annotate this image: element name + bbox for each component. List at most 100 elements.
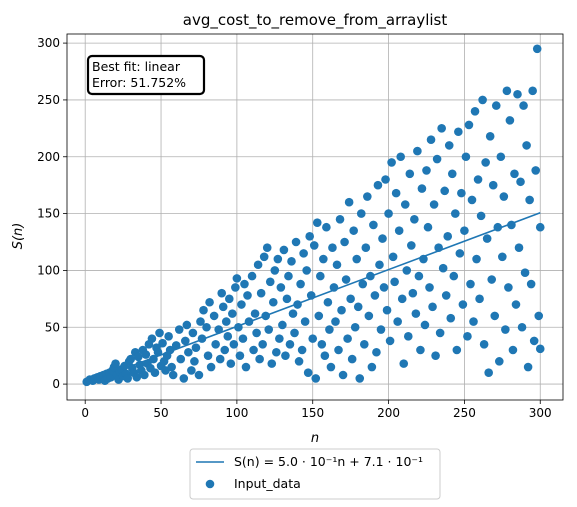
scatter-point [419, 254, 428, 264]
scatter-point [376, 325, 386, 334]
scatter-point [217, 288, 227, 298]
scatter-point [535, 344, 545, 354]
scatter-point [253, 260, 263, 270]
scatter-point [410, 214, 419, 224]
scatter-point [444, 141, 454, 150]
scatter-point [534, 311, 544, 321]
scatter-point [317, 340, 327, 349]
scatter-point [493, 222, 503, 232]
scatter-point [226, 359, 236, 368]
scatter-point [373, 180, 383, 190]
scatter-point [262, 243, 272, 252]
scatter-point [403, 332, 413, 341]
scatter-point [353, 302, 363, 312]
scatter-point [451, 209, 460, 218]
scatter-point [499, 192, 509, 201]
y-tick-label: 0 [52, 377, 60, 391]
plot-frame [66, 33, 564, 401]
scatter-point [235, 351, 245, 360]
scatter-point [481, 158, 490, 167]
scatter-point [496, 152, 506, 162]
scatter-point [423, 222, 433, 232]
scatter-point [470, 106, 480, 116]
scatter-point [407, 241, 416, 250]
scatter-point [490, 311, 500, 321]
scatter-point [228, 309, 237, 318]
y-tick-label: 300 [37, 36, 60, 50]
scatter-point [243, 291, 252, 300]
scatter-point [267, 359, 277, 368]
scatter-point [231, 283, 240, 292]
scatter-point [287, 257, 296, 266]
scatter-point [319, 254, 328, 264]
scatter-point [508, 345, 518, 355]
scatter-point [221, 317, 231, 326]
scatter-point [331, 317, 340, 326]
scatter-point [249, 345, 258, 355]
scatter-point [479, 340, 489, 349]
scatter-point [514, 243, 524, 252]
scatter-point [513, 89, 522, 99]
scatter-point [218, 302, 228, 312]
scatter-point [463, 332, 472, 341]
annotation-frame [86, 54, 206, 96]
axis-ticks: 0 50 100 150 200 250 300 0 50 100 150 200 250 300 [37, 36, 552, 420]
scatter-point [394, 226, 404, 235]
scatter-point [202, 322, 211, 332]
scatter-point [526, 279, 536, 289]
scatter-point [290, 328, 299, 338]
scatter-point [349, 226, 358, 235]
scatter-point [196, 317, 205, 326]
scatter-point [443, 232, 453, 241]
scatter-point [502, 86, 512, 96]
scatter-point [405, 169, 415, 179]
scatter-point [369, 220, 378, 230]
scatter-point [325, 325, 334, 334]
scatter-point [361, 243, 371, 252]
scatter-point [440, 186, 449, 196]
scatter-point [422, 166, 431, 175]
scatter-point [247, 271, 257, 281]
scatter-point [460, 226, 469, 235]
scatter-point [147, 334, 157, 343]
scatter-point [203, 351, 213, 360]
scatter-point [314, 311, 324, 321]
scatter-point [191, 343, 201, 353]
scatter-point [320, 351, 330, 360]
legend-scatter-swatch [205, 479, 215, 489]
scatter-point [164, 332, 173, 341]
scatter-point [273, 254, 283, 264]
scatter-point [391, 188, 401, 198]
scatter-point [302, 266, 311, 275]
scatter-point [261, 311, 271, 321]
scatter-point [252, 328, 261, 338]
y-axis-label-text: S(n) [11, 223, 26, 250]
y-tick-label: 200 [37, 150, 60, 164]
scatter-point [323, 297, 333, 307]
scatter-point [334, 345, 343, 355]
scatter-point [519, 101, 528, 110]
scatter-point [487, 275, 497, 284]
scatter-point [205, 297, 214, 307]
scatter-point [469, 317, 478, 326]
scatter-point [417, 184, 427, 193]
scatter-point [428, 302, 437, 312]
scatter-point [190, 357, 199, 366]
scatter-point [268, 297, 278, 307]
scatter-point [322, 222, 331, 232]
scatter-point [388, 252, 398, 262]
scatter-point [457, 188, 466, 198]
scatter-point [458, 300, 468, 309]
scatter-point [305, 232, 314, 241]
scatter-point [181, 336, 190, 346]
scatter-point [165, 345, 175, 355]
scatter-point [279, 245, 289, 255]
legend-scatter-label: Input_data [234, 476, 301, 491]
scatter-point [326, 362, 336, 372]
scatter-point [532, 44, 542, 54]
scatter-point [297, 345, 307, 355]
scatter-point [413, 146, 422, 156]
scatter-point [199, 305, 208, 315]
scatter-point [385, 336, 395, 346]
